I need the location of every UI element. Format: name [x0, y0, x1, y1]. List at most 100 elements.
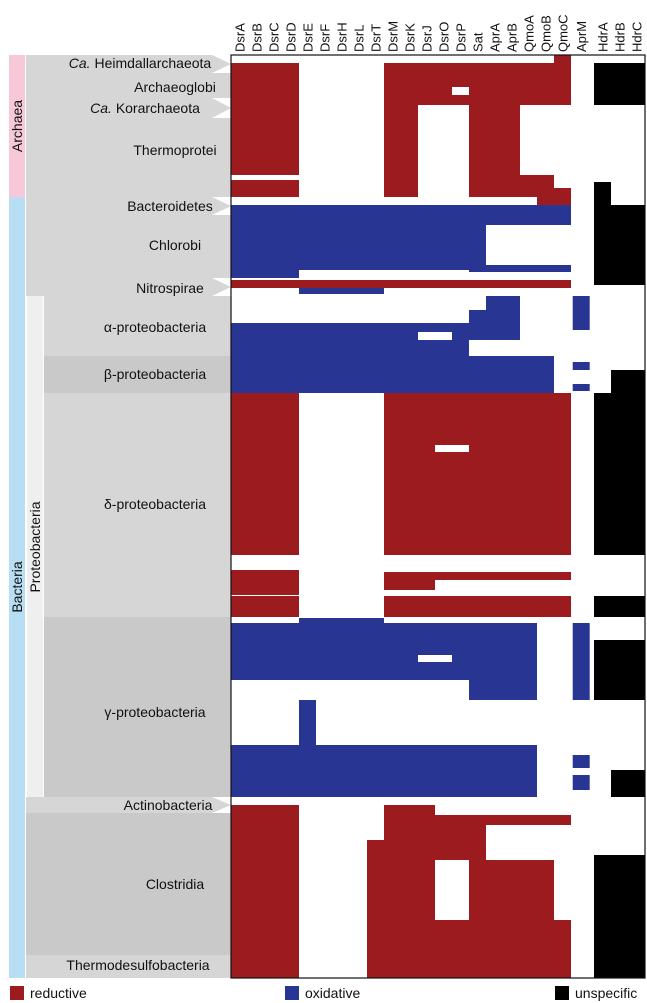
column-label-dsrd: DsrD [284, 22, 299, 52]
heatmap-cell-block [384, 580, 435, 590]
heatmap-cell-block [384, 63, 571, 105]
heatmap-cell-block [384, 572, 571, 580]
legend-swatch-reductive [10, 986, 24, 1000]
legend-reductive: reductive [10, 985, 87, 1001]
taxon-band-9 [44, 393, 231, 617]
taxon-band-2 [26, 98, 231, 118]
heatmap-cell-block [231, 356, 299, 393]
column-labels: DsrA DsrB DsrC DsrD DsrE DsrF DsrH DsrL DsrT DsrM… [233, 14, 645, 52]
column-label-dsrj: DsrJ [420, 25, 435, 52]
heatmap-cell-block [435, 920, 571, 978]
heatmap-cell-block [594, 393, 645, 555]
heatmap-cells [231, 55, 645, 978]
taxon-band-5 [26, 215, 231, 278]
taxon-band-1 [26, 73, 231, 98]
heatmap-cell-block [469, 310, 520, 340]
column-label-dsro: DsrO [437, 22, 452, 52]
column-label-hdrb: HdrB [612, 22, 627, 52]
heatmap-cell-block [231, 205, 299, 278]
heatmap-cell-block [611, 370, 645, 393]
heatmap-cell-block [469, 175, 554, 197]
row-label-4: Bacteroidetes [127, 198, 213, 214]
column-label-qmoc: QmoC [556, 14, 571, 52]
heatmap-gap [452, 87, 469, 95]
taxon-band-7 [44, 296, 231, 356]
heatmap-cell-block [299, 700, 316, 745]
legend-swatch-unspecific [555, 986, 569, 1000]
heatmap-cell-block [231, 280, 571, 288]
column-label-apra: AprA [488, 23, 503, 52]
domain-bars: Archaea Bacteria Proteobacteria [9, 55, 43, 978]
heatmap-cell-block [572, 755, 590, 768]
heatmap-border [230, 54, 646, 979]
heatmap-cell-block [469, 105, 520, 175]
heatmap-cell-block [594, 182, 611, 285]
domain-label-archaea: Archaea [9, 100, 25, 152]
taxon-band-10 [44, 617, 231, 797]
column-label-dsrb: DsrB [250, 23, 265, 52]
taxon-band-11 [26, 797, 231, 813]
heatmap-cell-block [384, 393, 571, 555]
column-label-dsrk: DsrK [403, 23, 418, 52]
column-label-dsre: DsrE [301, 23, 316, 52]
heatmap-cell-block [231, 805, 299, 978]
row-label-3: Thermoprotei [133, 142, 216, 158]
column-label-aprm: AprM [574, 21, 589, 52]
taxon-band-8 [44, 356, 231, 393]
column-label-dsra: DsrA [233, 23, 248, 52]
column-label-dsrt: DsrT [369, 24, 384, 52]
heatmap-cell-block [537, 188, 571, 205]
column-label-dsrl: DsrL [352, 25, 367, 52]
domain-bar-archaea [9, 55, 25, 197]
legend-swatch-oxidative [285, 986, 299, 1000]
heatmap-frame [230, 54, 646, 979]
heatmap-gap [572, 150, 590, 160]
heatmap-cell-block [572, 362, 590, 370]
legend-oxidative: oxidative [285, 985, 360, 1001]
column-label-qmoa: QmoA [522, 15, 537, 52]
heatmap-cell-block [231, 323, 299, 356]
heatmap-cell-block [231, 105, 299, 197]
row-label-0: Ca. Heimdallarchaeota [69, 55, 212, 71]
heatmap-gap [231, 175, 299, 180]
row-label-8: β-proteobacteria [104, 366, 206, 382]
heatmap-cell-block [611, 205, 645, 285]
heatmap-cell-block [384, 745, 537, 797]
heatmap-cell-block [299, 745, 384, 797]
heatmap-cell-block [572, 623, 590, 700]
column-label-dsrc: DsrC [267, 22, 282, 52]
heatmap-cell-block [594, 63, 645, 105]
heatmap-cell-block [299, 618, 384, 680]
heatmap-cell-block [572, 296, 590, 330]
column-label-aprb: AprB [505, 23, 520, 52]
heatmap-cell-block [299, 205, 486, 270]
taxon-band-4 [26, 197, 231, 215]
heatmap-cell-block [572, 775, 590, 790]
heatmap-cell-block [469, 205, 571, 225]
taxon-band-13 [26, 955, 231, 978]
column-label-sat: Sat [471, 32, 486, 52]
heatmap-cell-block [231, 745, 299, 797]
taxon-band-12 [26, 813, 231, 955]
heatmap-gap [418, 332, 452, 340]
heatmap-cell-block [231, 63, 299, 105]
heatmap-cell-block [299, 288, 384, 294]
row-label-13: Thermodesulfobacteria [66, 957, 209, 973]
taxon-band-6 [26, 278, 231, 296]
legend-unspecific: unspecific [555, 985, 637, 1001]
taxon-bands [26, 55, 231, 978]
row-label-10: γ-proteobacteria [104, 704, 205, 720]
legend-label-reductive: reductive [30, 985, 87, 1001]
legend-label-oxidative: oxidative [305, 985, 361, 1001]
row-label-5: Chlorobi [149, 237, 201, 253]
heatmap-cell-block [384, 805, 435, 978]
subgroup-bar-proteobacteria [27, 296, 43, 797]
heatmap-cell-block [384, 105, 418, 197]
row-label-6: Nitrospirae [136, 280, 204, 296]
heatmap-cell-block [469, 623, 537, 700]
heatmap-cell-block [384, 356, 554, 393]
row-label-7: α-proteobacteria [104, 319, 206, 335]
heatmap-cell-block [299, 356, 384, 393]
domain-label-bacteria: Bacteria [9, 561, 25, 613]
